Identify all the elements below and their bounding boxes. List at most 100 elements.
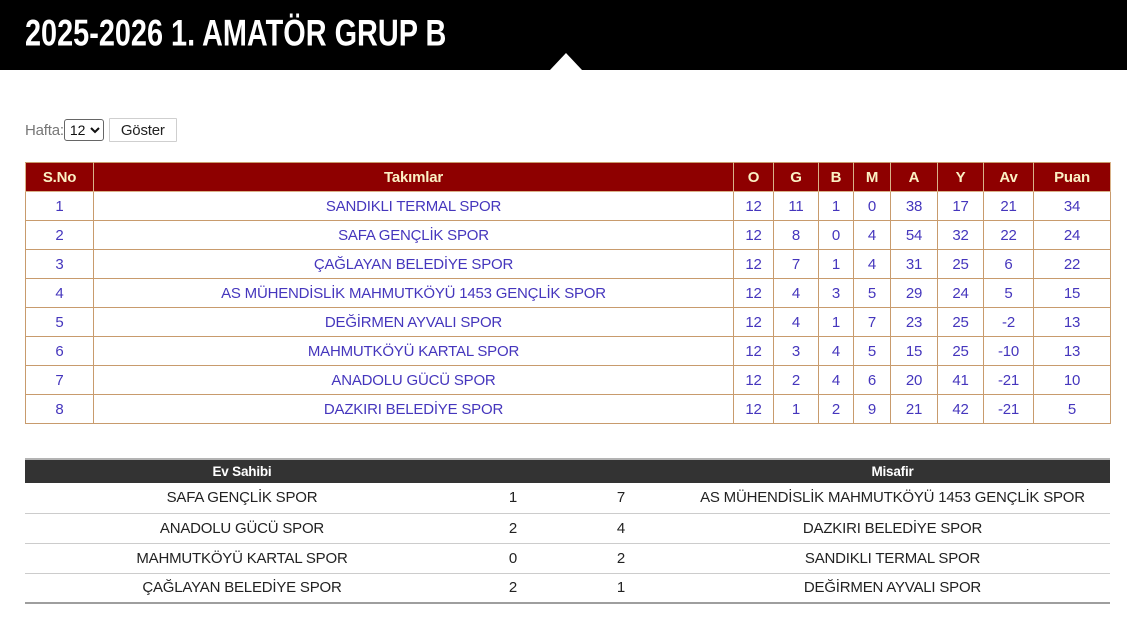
drawn-cell: 3 bbox=[818, 278, 854, 308]
team-link[interactable]: SAFA GENÇLİK SPOR bbox=[338, 226, 489, 244]
away-score: 1 bbox=[567, 573, 675, 604]
won-cell: 1 bbox=[773, 394, 819, 424]
points-cell: 13 bbox=[1033, 336, 1111, 366]
standings-table: S.No Takımlar O G B M A Y Av Puan 1 SAND… bbox=[25, 162, 1111, 424]
drawn-cell: 1 bbox=[818, 191, 854, 221]
rank-cell: 8 bbox=[25, 394, 94, 424]
lost-cell: 9 bbox=[853, 394, 891, 424]
team-link[interactable]: SANDIKLI TERMAL SPOR bbox=[325, 197, 502, 215]
drawn-cell: 2 bbox=[818, 394, 854, 424]
lost-cell: 5 bbox=[853, 278, 891, 308]
played-cell: 12 bbox=[733, 278, 774, 308]
home-score: 1 bbox=[459, 483, 567, 514]
lost-cell: 7 bbox=[853, 307, 891, 337]
col-header-goal-diff: Av bbox=[983, 162, 1034, 192]
team-cell: ÇAĞLAYAN BELEDİYE SPOR bbox=[93, 249, 734, 279]
standings-row: 7 ANADOLU GÜCÜ SPOR 12 2 4 6 20 41 -21 1… bbox=[25, 365, 1111, 395]
home-team: ANADOLU GÜCÜ SPOR bbox=[25, 513, 459, 544]
won-cell: 2 bbox=[773, 365, 819, 395]
goals-against-cell: 25 bbox=[937, 336, 984, 366]
standings-header-row: S.No Takımlar O G B M A Y Av Puan bbox=[25, 162, 1111, 192]
rank-cell: 3 bbox=[25, 249, 94, 279]
away-score: 4 bbox=[567, 513, 675, 544]
team-link[interactable]: MAHMUTKÖYÜ KARTAL SPOR bbox=[307, 342, 520, 360]
standings-row: 2 SAFA GENÇLİK SPOR 12 8 0 4 54 32 22 24 bbox=[25, 220, 1111, 250]
goals-against-cell: 25 bbox=[937, 307, 984, 337]
home-score: 2 bbox=[459, 513, 567, 544]
goals-against-cell: 42 bbox=[937, 394, 984, 424]
col-header-goals-for: A bbox=[890, 162, 938, 192]
week-select[interactable]: 12 bbox=[63, 119, 104, 141]
played-cell: 12 bbox=[733, 307, 774, 337]
away-score: 2 bbox=[567, 543, 675, 574]
home-score: 0 bbox=[459, 543, 567, 574]
home-team: MAHMUTKÖYÜ KARTAL SPOR bbox=[25, 543, 459, 574]
col-header-points: Puan bbox=[1033, 162, 1111, 192]
drawn-cell: 4 bbox=[818, 336, 854, 366]
away-score-header-spacer bbox=[567, 459, 675, 483]
lost-cell: 5 bbox=[853, 336, 891, 366]
away-score: 7 bbox=[567, 483, 675, 514]
home-team: ÇAĞLAYAN BELEDİYE SPOR bbox=[25, 573, 459, 604]
home-score-header-spacer bbox=[459, 459, 567, 483]
won-cell: 7 bbox=[773, 249, 819, 279]
goals-for-cell: 15 bbox=[890, 336, 938, 366]
standings-row: 4 AS MÜHENDİSLİK MAHMUTKÖYÜ 1453 GENÇLİK… bbox=[25, 278, 1111, 308]
match-row: SAFA GENÇLİK SPOR 1 7 AS MÜHENDİSLİK MAH… bbox=[25, 483, 1110, 514]
matches-table: Ev Sahibi Misafir SAFA GENÇLİK SPOR 1 7 … bbox=[25, 458, 1110, 604]
goals-for-cell: 54 bbox=[890, 220, 938, 250]
points-cell: 15 bbox=[1033, 278, 1111, 308]
rank-cell: 2 bbox=[25, 220, 94, 250]
team-cell: SAFA GENÇLİK SPOR bbox=[93, 220, 734, 250]
goals-against-cell: 41 bbox=[937, 365, 984, 395]
team-link[interactable]: AS MÜHENDİSLİK MAHMUTKÖYÜ 1453 GENÇLİK S… bbox=[221, 284, 606, 302]
away-team: DEĞİRMEN AYVALI SPOR bbox=[675, 573, 1110, 604]
notch-triangle-icon bbox=[550, 53, 582, 70]
col-header-lost: M bbox=[853, 162, 891, 192]
team-cell: MAHMUTKÖYÜ KARTAL SPOR bbox=[93, 336, 734, 366]
team-cell: DEĞİRMEN AYVALI SPOR bbox=[93, 307, 734, 337]
lost-cell: 4 bbox=[853, 220, 891, 250]
week-controls: Hafta: 12 Göster bbox=[25, 118, 1127, 142]
played-cell: 12 bbox=[733, 365, 774, 395]
goal-diff-cell: -21 bbox=[983, 394, 1034, 424]
col-header-played: O bbox=[733, 162, 774, 192]
col-header-teams: Takımlar bbox=[93, 162, 734, 192]
points-cell: 13 bbox=[1033, 307, 1111, 337]
drawn-cell: 1 bbox=[818, 249, 854, 279]
home-team: SAFA GENÇLİK SPOR bbox=[25, 483, 459, 514]
played-cell: 12 bbox=[733, 394, 774, 424]
col-header-drawn: B bbox=[818, 162, 854, 192]
played-cell: 12 bbox=[733, 191, 774, 221]
team-cell: AS MÜHENDİSLİK MAHMUTKÖYÜ 1453 GENÇLİK S… bbox=[93, 278, 734, 308]
lost-cell: 0 bbox=[853, 191, 891, 221]
team-link[interactable]: ANADOLU GÜCÜ SPOR bbox=[331, 371, 496, 389]
team-link[interactable]: DEĞİRMEN AYVALI SPOR bbox=[324, 313, 503, 331]
points-cell: 22 bbox=[1033, 249, 1111, 279]
goals-for-cell: 29 bbox=[890, 278, 938, 308]
goals-against-cell: 24 bbox=[937, 278, 984, 308]
won-cell: 4 bbox=[773, 307, 819, 337]
rank-cell: 7 bbox=[25, 365, 94, 395]
away-team: SANDIKLI TERMAL SPOR bbox=[675, 543, 1110, 574]
goals-for-cell: 21 bbox=[890, 394, 938, 424]
home-header: Ev Sahibi bbox=[25, 459, 459, 483]
rank-cell: 1 bbox=[25, 191, 94, 221]
standings-row: 6 MAHMUTKÖYÜ KARTAL SPOR 12 3 4 5 15 25 … bbox=[25, 336, 1111, 366]
page-header: 2025-2026 1. AMATÖR GRUP B bbox=[0, 0, 1127, 70]
goals-against-cell: 32 bbox=[937, 220, 984, 250]
team-link[interactable]: ÇAĞLAYAN BELEDİYE SPOR bbox=[313, 255, 514, 273]
week-label: Hafta: bbox=[25, 121, 64, 139]
team-link[interactable]: DAZKIRI BELEDİYE SPOR bbox=[323, 400, 504, 418]
points-cell: 10 bbox=[1033, 365, 1111, 395]
won-cell: 8 bbox=[773, 220, 819, 250]
rank-cell: 5 bbox=[25, 307, 94, 337]
page-title: 2025-2026 1. AMATÖR GRUP B bbox=[25, 12, 447, 54]
match-row: ÇAĞLAYAN BELEDİYE SPOR 2 1 DEĞİRMEN AYVA… bbox=[25, 573, 1110, 604]
played-cell: 12 bbox=[733, 249, 774, 279]
show-button[interactable]: Göster bbox=[108, 118, 177, 142]
match-row: ANADOLU GÜCÜ SPOR 2 4 DAZKIRI BELEDİYE S… bbox=[25, 513, 1110, 544]
standings-row: 1 SANDIKLI TERMAL SPOR 12 11 1 0 38 17 2… bbox=[25, 191, 1111, 221]
col-header-goals-against: Y bbox=[937, 162, 984, 192]
won-cell: 4 bbox=[773, 278, 819, 308]
